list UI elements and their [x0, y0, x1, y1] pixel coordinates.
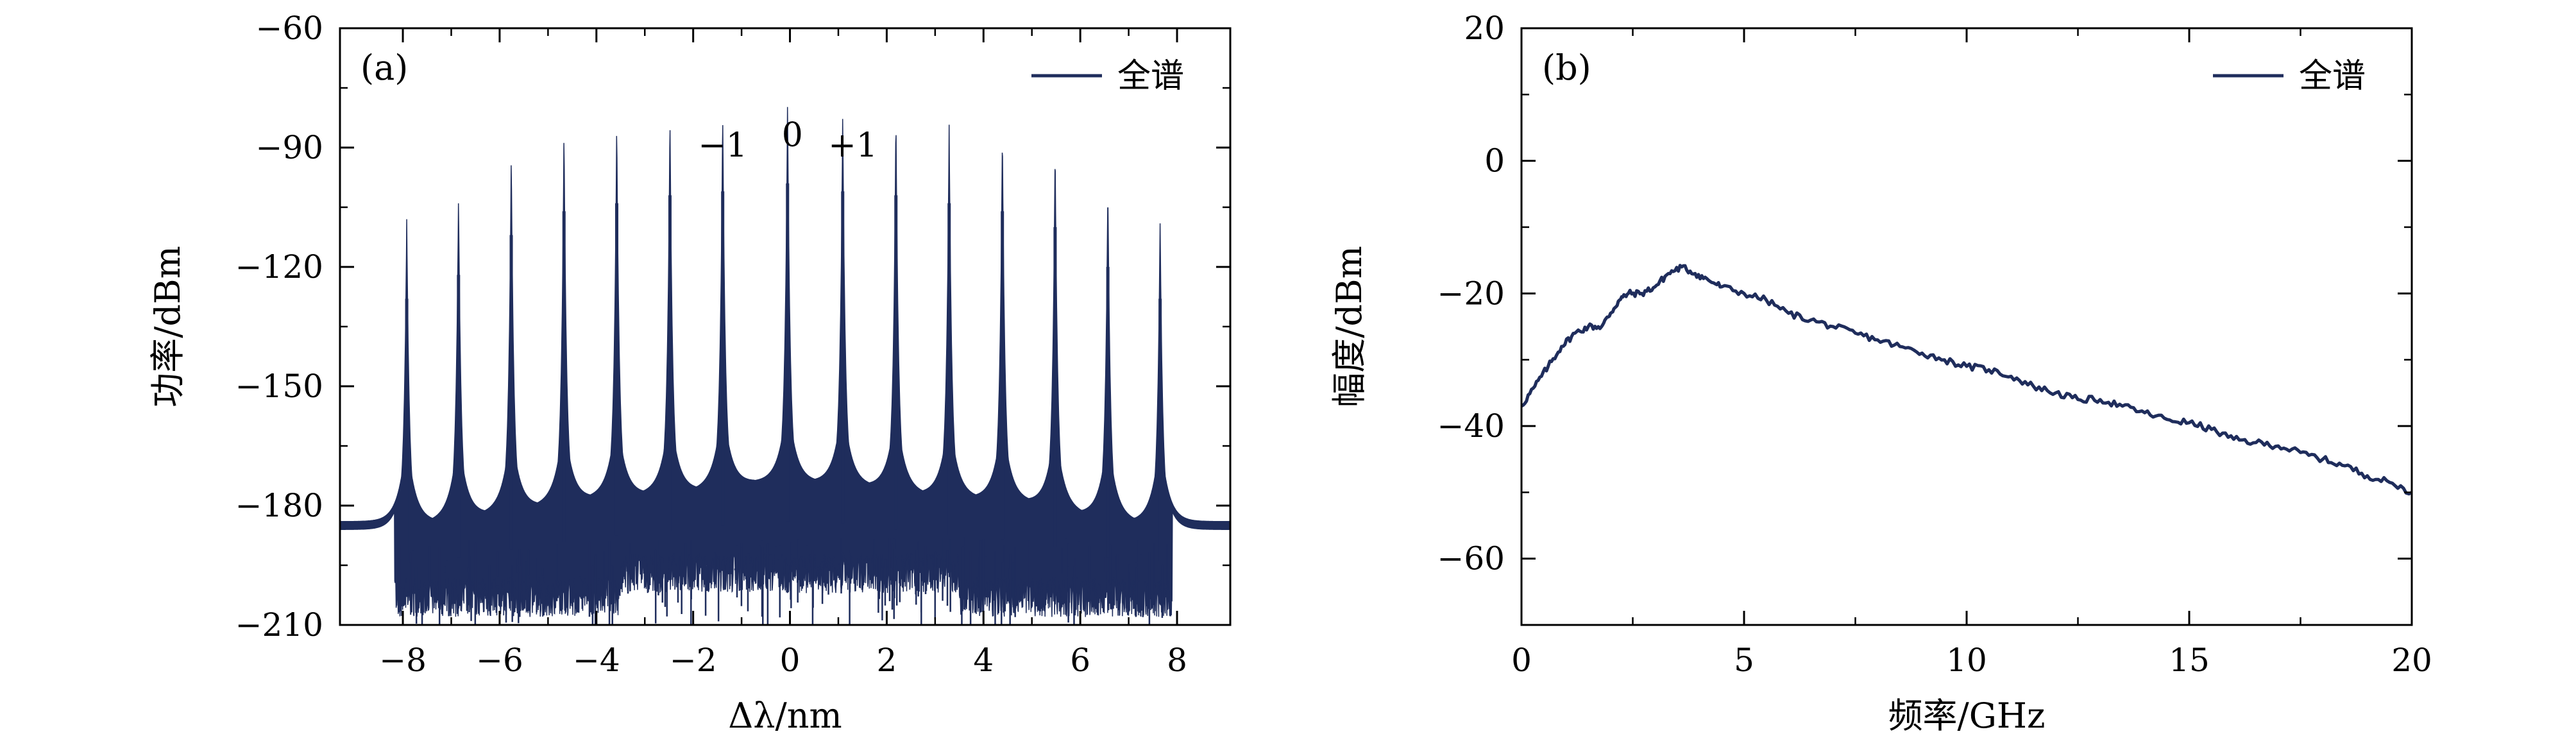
x-tick-label: 20	[2391, 642, 2432, 679]
y-tick-label: −60	[255, 10, 323, 47]
y-tick-label: −120	[235, 248, 323, 286]
x-tick-label: 15	[2169, 642, 2210, 679]
plot-frame	[1520, 27, 2413, 626]
x-tick-label: 5	[1734, 642, 1754, 679]
peak-order-label: −1	[698, 126, 747, 165]
x-axis-title: 频率/GHz	[1888, 696, 2046, 736]
legend: 全谱	[2213, 57, 2366, 96]
legend: 全谱	[1031, 57, 1184, 96]
x-tick-label: 6	[1070, 642, 1090, 679]
x-tick-label: −8	[379, 642, 427, 679]
y-tick-label: −20	[1437, 275, 1505, 312]
y-tick-label: −60	[1437, 540, 1505, 577]
x-tick-label: 10	[1946, 642, 1987, 679]
legend-label: 全谱	[1117, 57, 1184, 96]
y-tick-label: −90	[255, 129, 323, 166]
peak-order-label: 0	[782, 116, 803, 155]
spectrum-band	[340, 107, 1230, 617]
panel-label: (a)	[360, 47, 408, 88]
y-tick-label: −40	[1437, 407, 1505, 445]
x-tick-label: −4	[573, 642, 620, 679]
peak-order-label: +1	[828, 126, 877, 165]
x-tick-label: 0	[1511, 642, 1532, 679]
legend-label: 全谱	[2299, 57, 2366, 96]
x-tick-label: 4	[973, 642, 994, 679]
x-tick-label: −2	[670, 642, 717, 679]
series-line	[1521, 264, 2412, 496]
chart-panel-b: 0 5 10 15 20 −60 −40 −20 0 20 (b) 全谱 频率/GHz 幅度/dB…	[1329, 10, 2432, 736]
panel-label: (b)	[1542, 47, 1591, 88]
y-axis-title: 幅度/dBm	[1329, 246, 1369, 407]
x-tick-label: 0	[780, 642, 801, 679]
y-tick-label: −210	[235, 606, 323, 644]
y-tick-label: 0	[1484, 142, 1505, 180]
x-tick-label: 2	[877, 642, 897, 679]
x-tick-label: −6	[476, 642, 523, 679]
x-axis-title: Δλ/nm	[728, 696, 842, 736]
y-tick-label: −150	[235, 368, 323, 405]
chart-panel-a: −8 −6 −4 −2 0 2 4 6 8−210−180−150−120−90−60 (a) …	[148, 10, 1232, 736]
y-tick-label: −180	[235, 487, 323, 524]
y-axis-title: 功率/dBm	[148, 246, 188, 407]
x-tick-label: 8	[1167, 642, 1187, 679]
y-tick-label: 20	[1464, 10, 1505, 47]
